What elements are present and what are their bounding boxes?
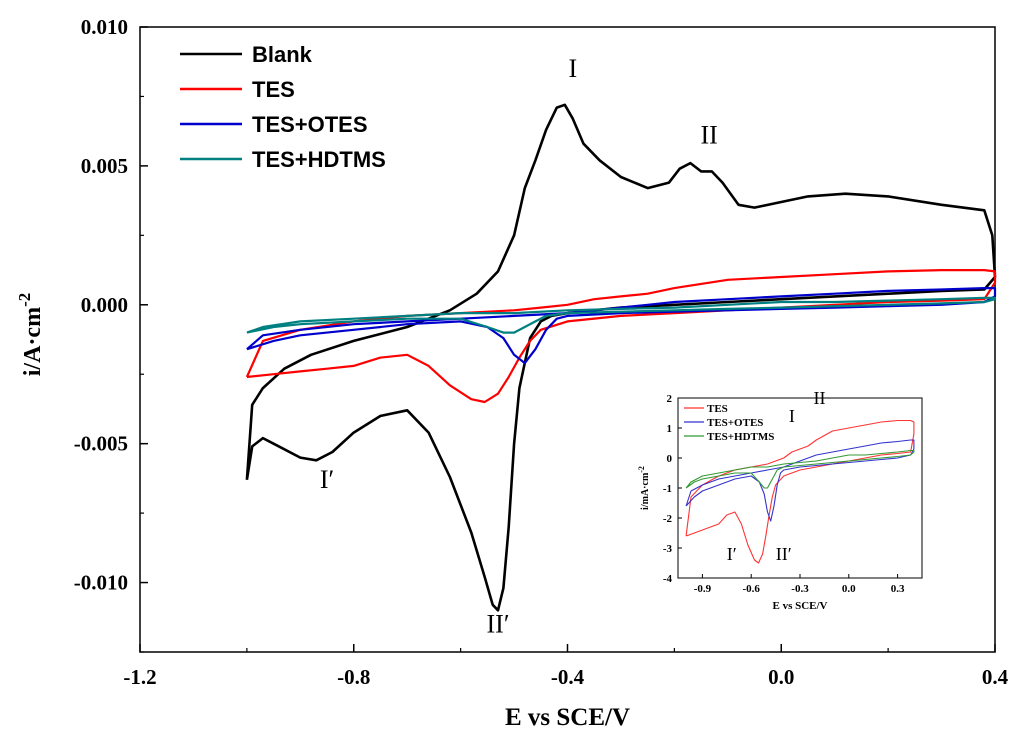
x-tick-label: -0.8 (337, 665, 370, 689)
inset-y-tick-label: 0 (667, 453, 673, 465)
inset-legend-label: TES+OTES (707, 417, 763, 429)
x-axis-title: E vs SCE/V (505, 704, 630, 731)
inset-y-axis-title: i/mA·cm-2 (637, 466, 651, 510)
inset-series-line-tes (685, 419, 915, 564)
inset-peak-annotation: I′ (727, 544, 737, 564)
x-tick-label: -0.4 (551, 665, 585, 689)
legend-label: TES+HDTMS (252, 147, 386, 172)
series-line-blank (245, 103, 997, 612)
inset-series-line-tes-hdtms (685, 449, 915, 489)
series-line-tes-otes (246, 287, 997, 365)
x-tick-label: 0.4 (982, 665, 1009, 689)
inset-x-axis-title: E vs SCE/V (772, 600, 827, 612)
y-axis-title-main: i/A·cm (20, 307, 46, 376)
peak-annotation: I′ (320, 465, 334, 494)
inset-chart: -0.9 -0.6 -0.3 0.0 0.3 -4 -3 -2 -1 0 1 2 E vs SCE/V i… (637, 388, 923, 612)
y-tick-label: -0.005 (74, 432, 128, 456)
series-line-tes-hdtms (246, 296, 997, 334)
inset-x-tick-label: 0.3 (891, 583, 905, 595)
y-tick-label: 0.000 (81, 293, 128, 317)
legend-label: TES (252, 77, 295, 102)
main-chart: -1.2 -0.8 -0.4 0.0 0.4 -0.010 -0.005 0.000 0.005… (15, 15, 1009, 731)
inset-y-tick-label: -2 (663, 513, 673, 525)
inset-legend-label: TES+HDTMS (707, 431, 774, 443)
peak-annotation: II (700, 121, 717, 150)
inset-y-tick-label: -3 (663, 543, 673, 555)
inset-series-line-tes-otes (685, 439, 915, 522)
inset-peak-annotation: II′ (776, 544, 792, 564)
inset-x-tick-label: 0.0 (842, 583, 856, 595)
legend-label: TES+OTES (252, 112, 368, 137)
inset-y-axis-title-sup: -2 (637, 466, 646, 473)
inset-peak-annotation: I (789, 406, 795, 426)
x-tick-label: 0.0 (768, 665, 794, 689)
x-tick-label: -1.2 (123, 665, 156, 689)
inset-y-tick-label: -1 (663, 483, 672, 495)
inset-y-axis-title-main: i/mA·cm (640, 472, 651, 510)
inset-x-tick-label: -0.3 (791, 583, 809, 595)
y-tick-label: -0.010 (74, 571, 128, 595)
y-tick-label: 0.005 (81, 154, 128, 178)
inset-x-tick-label: -0.6 (742, 583, 760, 595)
inset-x-tick-label: -0.9 (694, 583, 712, 595)
peak-annotation: II′ (487, 610, 510, 639)
inset-peak-annotation: II (814, 388, 826, 408)
y-axis-title: i/A·cm-2 (15, 293, 46, 377)
inset-y-tick-label: 2 (667, 393, 673, 405)
inset-legend-label: TES (707, 403, 728, 415)
y-tick-label: 0.010 (81, 15, 128, 39)
inset-y-tick-label: -4 (663, 573, 673, 585)
series-line-tes (245, 269, 997, 404)
inset-y-tick-label: 1 (667, 423, 673, 435)
y-axis-title-sup: -2 (15, 293, 34, 307)
legend-label: Blank (252, 42, 313, 67)
peak-annotation: I (569, 54, 578, 83)
